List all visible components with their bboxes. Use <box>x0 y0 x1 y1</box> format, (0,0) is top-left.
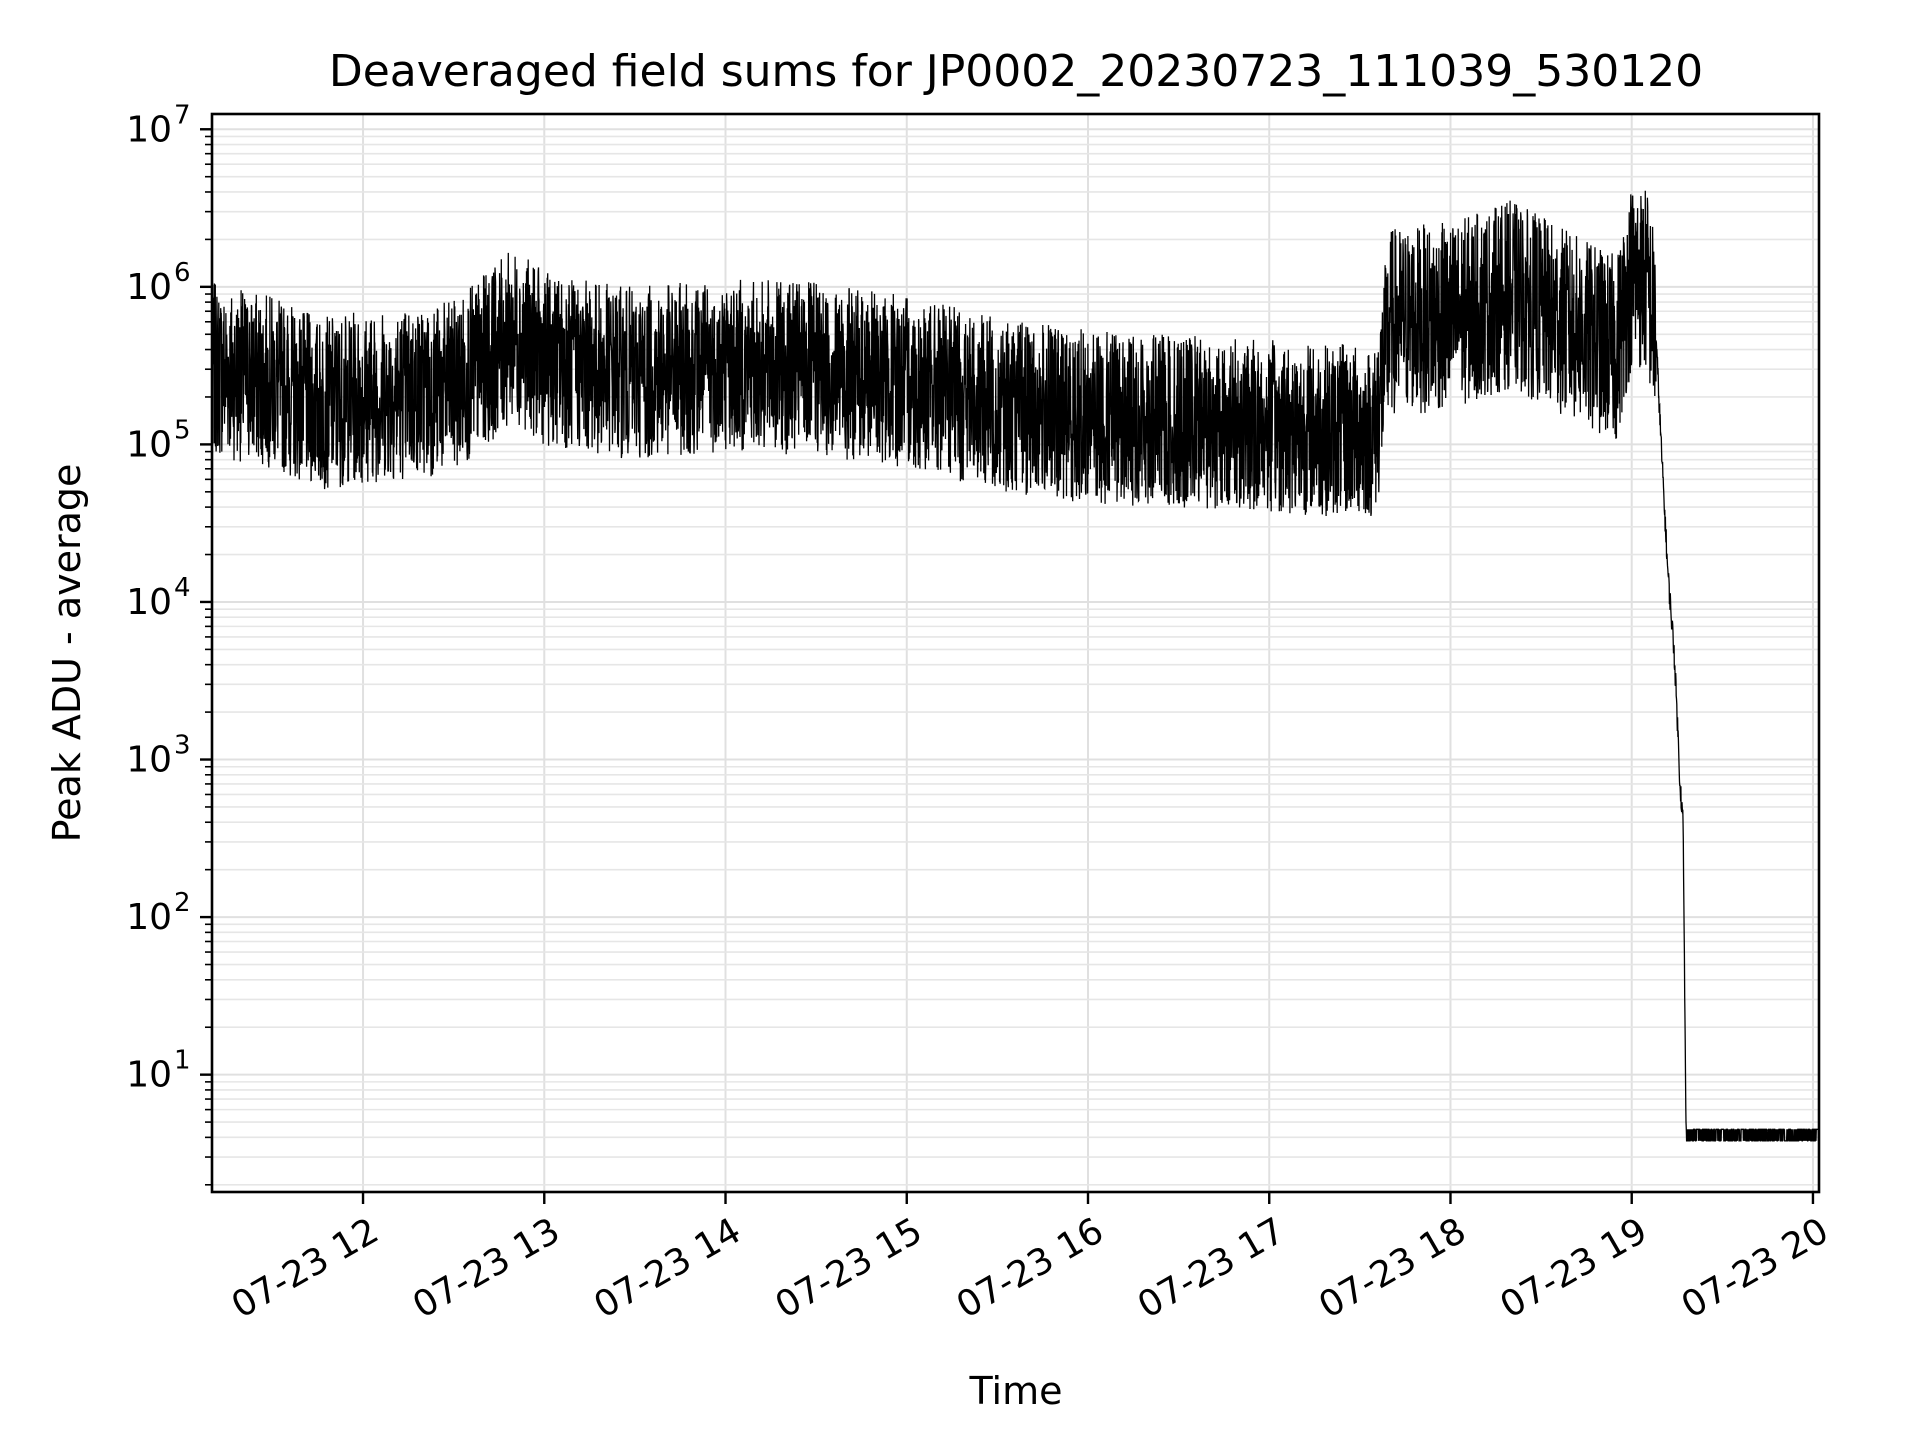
y-tick-base: 10 <box>126 1055 172 1096</box>
x-axis: 07-23 12 07-23 13 07-23 14 07-23 15 07-23 16… <box>225 1192 1836 1327</box>
y-tick-base: 10 <box>126 109 172 150</box>
y-tick-exponent: 2 <box>174 888 191 918</box>
x-tick-label: 07-23 17 <box>1131 1210 1292 1326</box>
y-tick-base: 10 <box>126 582 172 623</box>
y-tick-label: 10 <box>126 897 172 938</box>
x-tick-label: 07-23 20 <box>1675 1210 1836 1326</box>
y-tick-label: 10 <box>126 1055 172 1096</box>
y-tick-label: 10 <box>126 582 172 623</box>
y-tick-exponent: 3 <box>174 731 191 761</box>
y-tick-label: 10 <box>126 424 172 465</box>
y-tick-label: 10 <box>126 740 172 781</box>
y-tick-label: 10 <box>126 267 172 308</box>
y-axis-label: Peak ADU - average <box>45 464 89 843</box>
x-tick-label: 07-23 14 <box>587 1210 748 1326</box>
y-tick-base: 10 <box>126 897 172 938</box>
y-tick-exponent: 1 <box>174 1046 191 1076</box>
x-tick-label: 07-23 19 <box>1494 1210 1655 1326</box>
chart-title: Deaveraged field sums for JP0002_2023072… <box>329 46 1703 97</box>
y-tick-exponent: 6 <box>174 258 191 288</box>
y-tick-label: 10 <box>126 109 172 150</box>
x-axis-label: Time <box>969 1369 1063 1413</box>
y-tick-base: 10 <box>126 740 172 781</box>
x-tick-label: 07-23 15 <box>769 1210 930 1326</box>
x-tick-label: 07-23 16 <box>950 1210 1111 1326</box>
plot-frame <box>210 112 1821 1194</box>
y-tick-exponent: 4 <box>174 573 191 603</box>
y-tick-base: 10 <box>126 424 172 465</box>
x-tick-label: 07-23 12 <box>225 1210 386 1326</box>
x-tick-label: 07-23 13 <box>406 1210 567 1326</box>
grid <box>212 114 1819 1192</box>
y-tick-exponent: 7 <box>174 100 191 130</box>
series-line <box>211 190 1820 1142</box>
y-tick-exponent: 5 <box>174 415 191 445</box>
y-tick-base: 10 <box>126 267 172 308</box>
x-tick-label: 07-23 18 <box>1312 1210 1473 1326</box>
